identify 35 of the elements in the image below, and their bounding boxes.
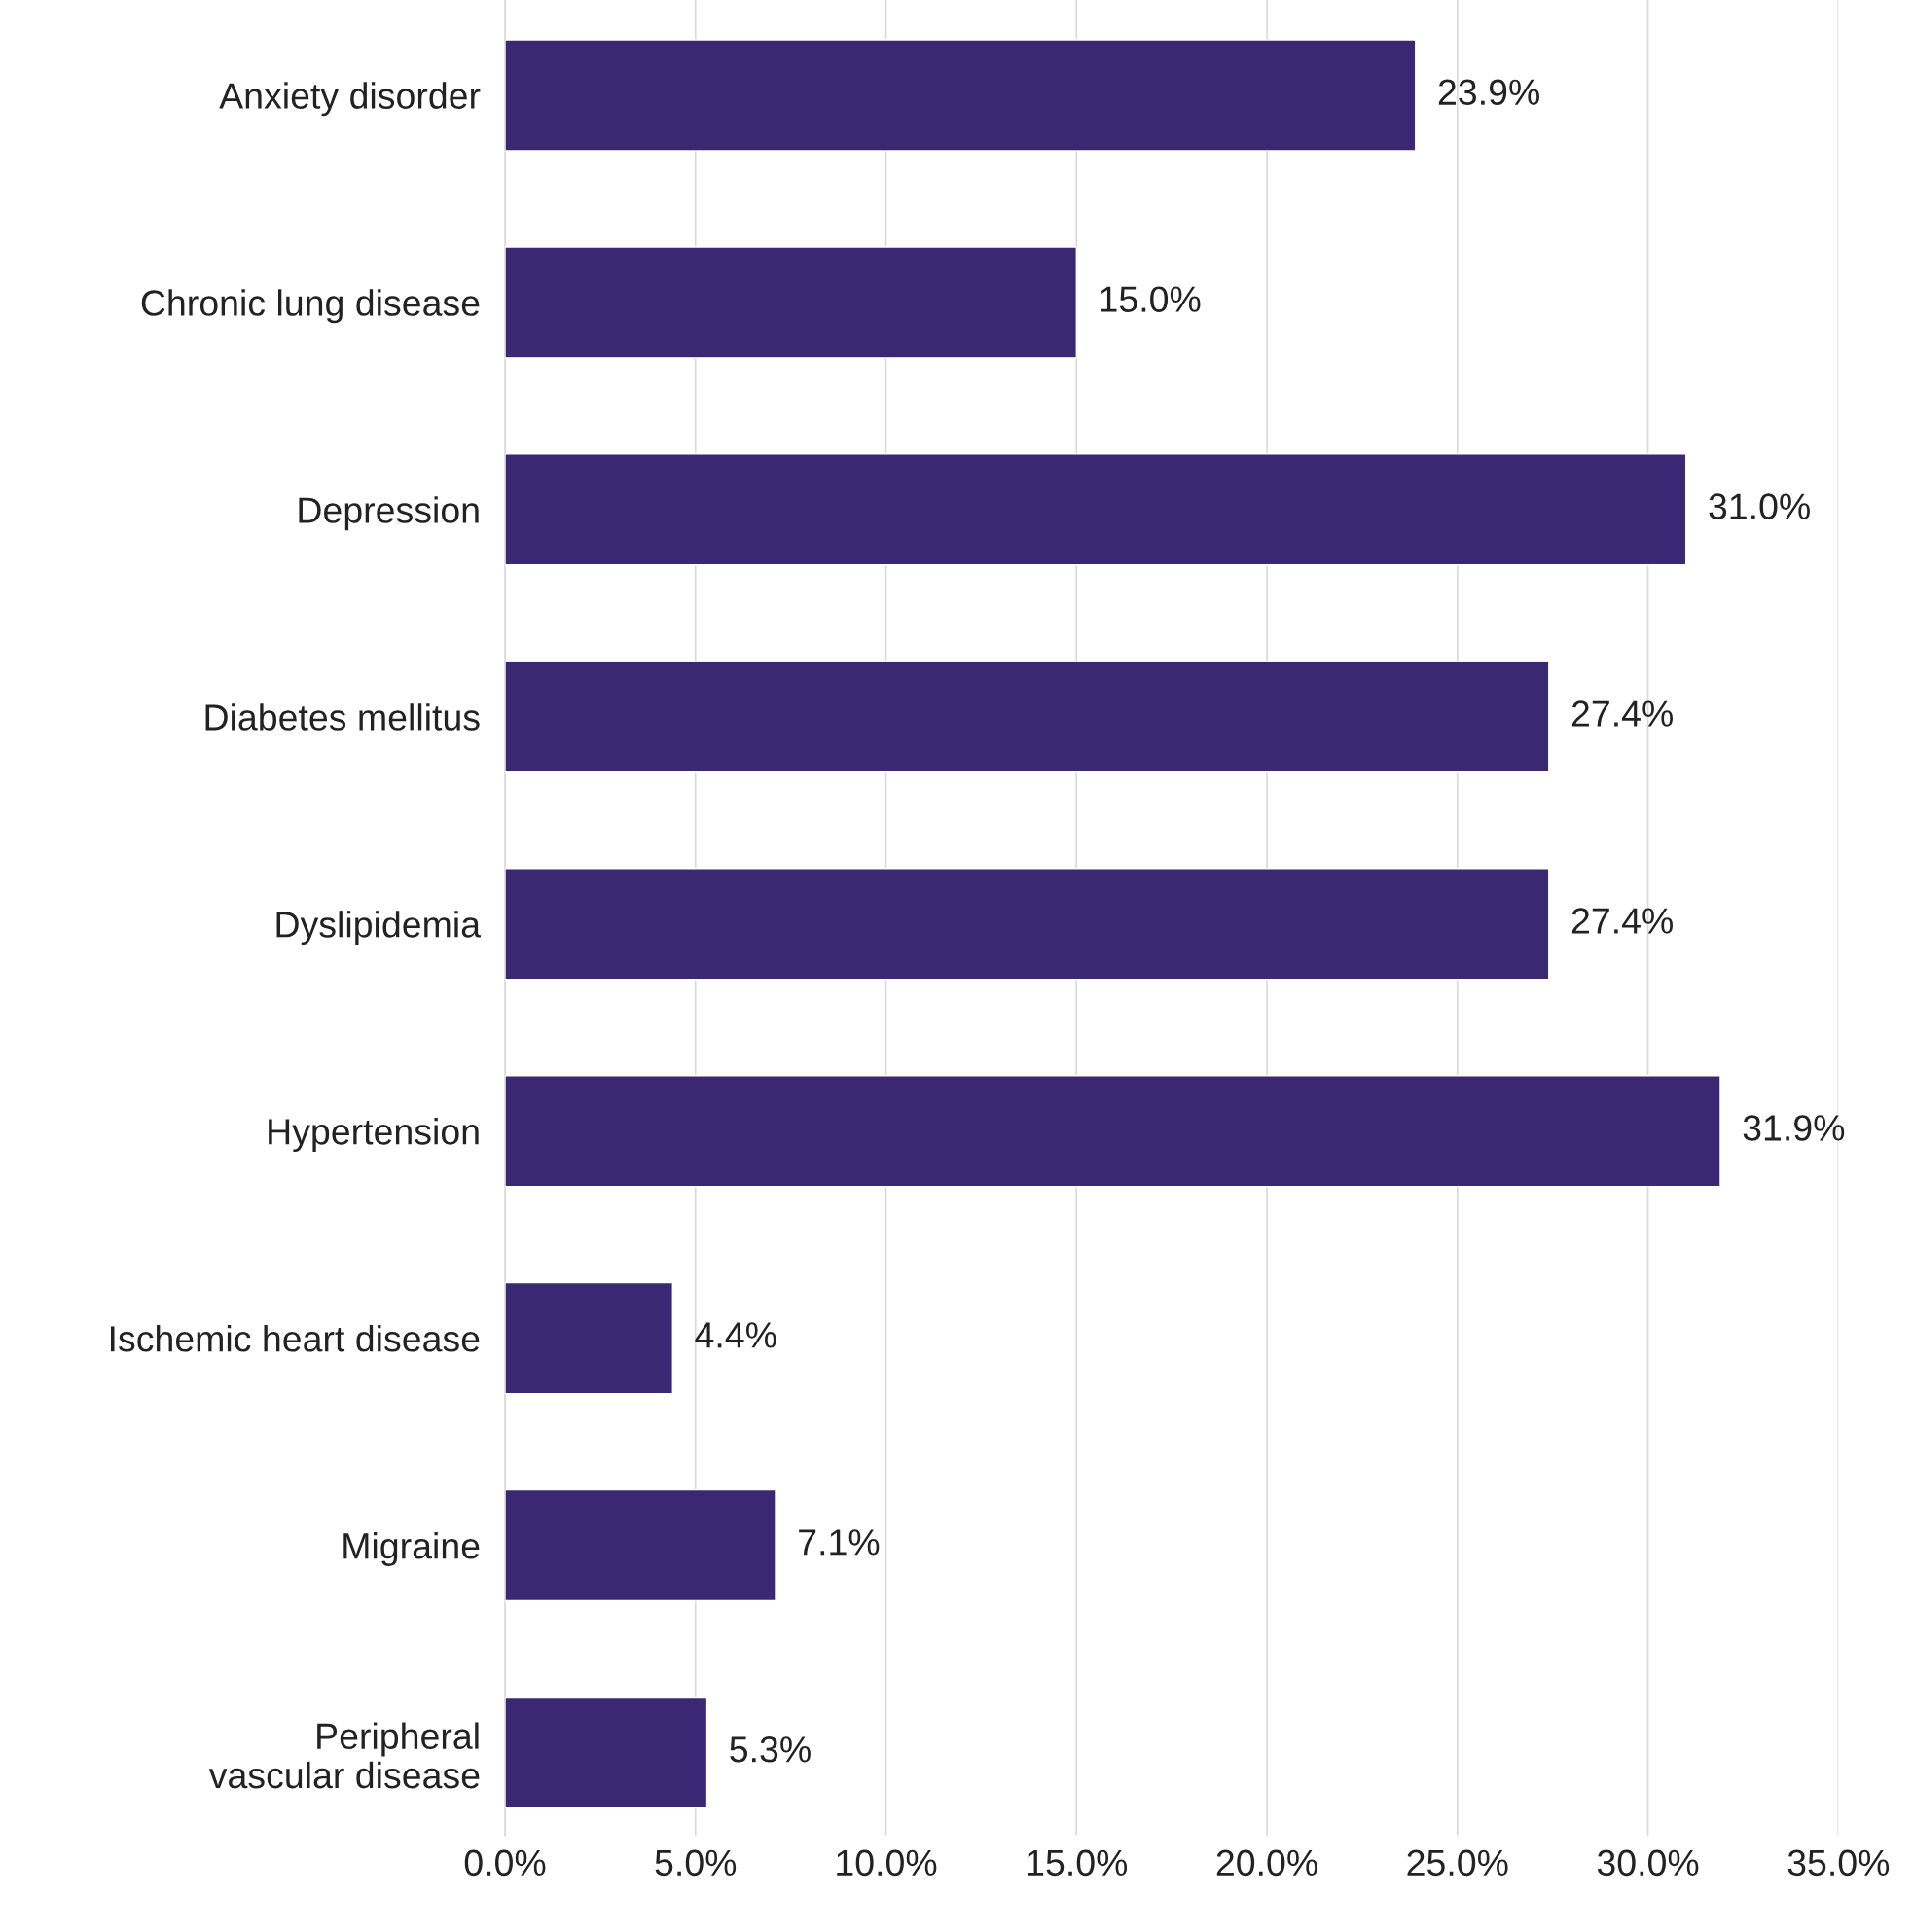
bar	[505, 1281, 673, 1395]
y-tick-label: Dyslipidemia	[276, 911, 482, 946]
y-tick-label: Migraine	[343, 1531, 480, 1566]
x-tick-label: 25.0%	[1407, 1849, 1508, 1877]
x-tick-label: 35.0%	[1787, 1849, 1890, 1877]
x-tick-label: 5.0%	[655, 1849, 737, 1877]
bar	[505, 1488, 776, 1602]
data-label: 31.0%	[1709, 493, 1810, 519]
y-tick-label: Chronic lung disease	[141, 289, 480, 324]
data-label: 4.4%	[695, 1322, 776, 1348]
data-label: 7.1%	[799, 1529, 880, 1556]
bar	[505, 453, 1687, 566]
bar	[505, 1696, 708, 1809]
bar	[505, 246, 1077, 359]
bar	[505, 661, 1550, 773]
data-label: 15.0%	[1101, 286, 1201, 312]
y-tick-label: Diabetes mellitus	[205, 703, 480, 731]
data-label: 31.9%	[1743, 1115, 1845, 1141]
data-label: 23.9%	[1438, 79, 1539, 106]
x-tick-label: 30.0%	[1597, 1849, 1699, 1877]
bar	[505, 1075, 1721, 1188]
y-tick-label: Ischemic heart disease	[111, 1325, 480, 1352]
x-tick-label: 0.0%	[464, 1849, 546, 1877]
y-tick-label: Anxiety disorder	[219, 82, 481, 117]
x-tick-label: 15.0%	[1027, 1849, 1128, 1877]
bar	[505, 868, 1550, 981]
y-tick-label: Hypertension	[269, 1118, 479, 1153]
y-tick-label: Peripheral vascular disease	[208, 1722, 480, 1789]
x-tick-label: 10.0%	[837, 1849, 937, 1877]
data-label: 27.4%	[1571, 700, 1673, 727]
bar	[505, 39, 1417, 152]
data-label: 27.4%	[1571, 908, 1673, 934]
x-tick-label: 20.0%	[1216, 1849, 1317, 1877]
y-tick-label: Depression	[299, 496, 479, 531]
data-label: 5.3%	[730, 1736, 811, 1763]
